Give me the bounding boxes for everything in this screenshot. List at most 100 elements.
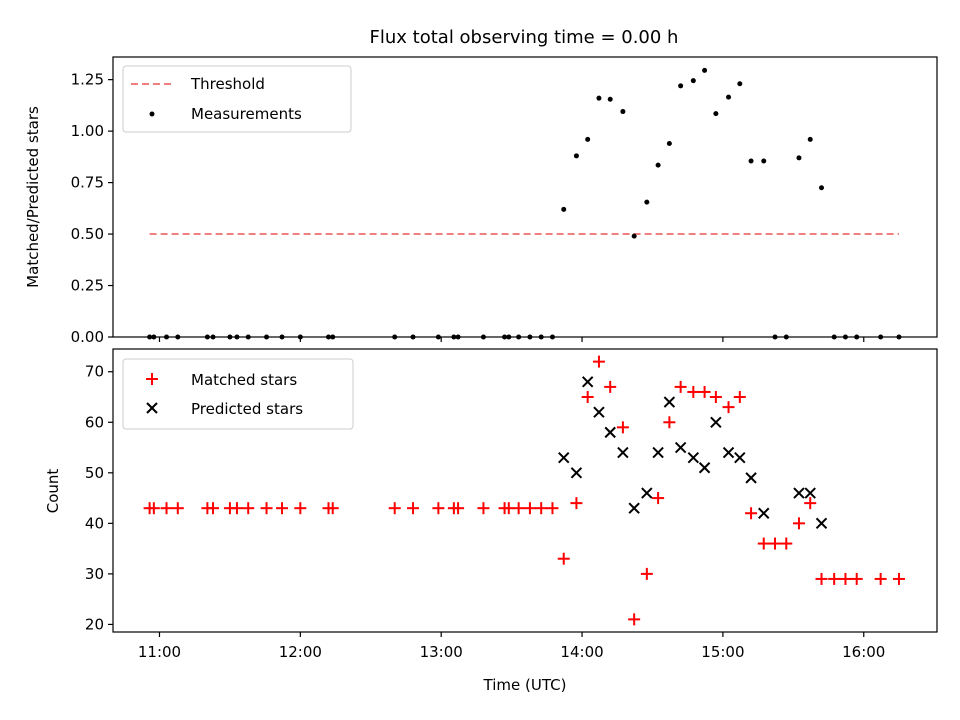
- top-legend: Threshold Measurements: [122, 65, 352, 133]
- predicted-point: [628, 502, 640, 514]
- measurement-point: [818, 185, 824, 191]
- measurement-point: [666, 140, 672, 146]
- matched-point: [828, 572, 841, 585]
- measurement-point: [796, 155, 802, 161]
- bottom-y-axis-label: Count: [44, 469, 62, 514]
- measurement-point: [596, 95, 602, 101]
- predicted-point: [734, 451, 746, 464]
- matched-point: [757, 537, 770, 550]
- y-tick-label: 20: [85, 615, 104, 633]
- bottom-x-ticks: 11:00 12:00 13:00 14:00 15:00 16:00: [138, 632, 885, 661]
- matched-point: [792, 517, 805, 530]
- bottom-plot-area: [143, 355, 905, 626]
- y-tick-label: 60: [85, 413, 104, 431]
- matched-point: [674, 380, 687, 393]
- matched-point: [616, 421, 629, 434]
- matched-point: [388, 502, 401, 515]
- x-tick-label: 13:00: [420, 643, 463, 661]
- x-axis-label: Time (UTC): [483, 676, 567, 694]
- x-tick-label: 14:00: [560, 643, 603, 661]
- bottom-legend-box: [122, 358, 354, 430]
- matched-point: [780, 537, 793, 550]
- top-y-ticks: 0.00 0.25 0.50 0.75 1.00 1.25: [71, 71, 113, 346]
- matched-point: [207, 502, 220, 515]
- figure-title: Flux total observing time = 0.00 h: [370, 27, 679, 48]
- y-tick-label: 40: [85, 514, 104, 532]
- predicted-point: [593, 406, 605, 418]
- y-tick-label: 50: [85, 464, 104, 482]
- y-tick-label: 1.25: [71, 71, 104, 89]
- top-x-ticks: [158, 337, 865, 342]
- measurement-point: [573, 153, 579, 159]
- predicted-point: [710, 416, 722, 428]
- matched-point: [523, 502, 536, 515]
- predicted-point: [745, 472, 757, 484]
- matched-point: [477, 502, 490, 515]
- measurement-point: [644, 199, 650, 205]
- x-tick-label: 16:00: [842, 643, 885, 661]
- matched-point: [546, 502, 559, 515]
- matched-point: [709, 391, 722, 404]
- measurement-point: [678, 83, 684, 89]
- top-legend-box: [122, 65, 352, 133]
- matched-point: [892, 572, 905, 585]
- matched-point: [804, 497, 817, 510]
- measurement-point: [561, 206, 567, 212]
- matched-point: [874, 572, 887, 585]
- y-tick-label: 1.00: [71, 122, 104, 140]
- x-tick-label: 11:00: [138, 643, 181, 661]
- matched-point: [294, 502, 307, 515]
- measurement-point: [607, 96, 613, 102]
- top-panel: 0.00 0.25 0.50 0.75 1.00 1.25 Matched/Predict…: [24, 56, 938, 346]
- legend-matched-label: Matched stars: [191, 371, 297, 389]
- matched-point: [628, 613, 641, 626]
- matched-point: [850, 572, 863, 585]
- matched-point: [698, 385, 711, 398]
- predicted-point: [604, 426, 616, 439]
- predicted-point: [698, 462, 711, 474]
- matched-point: [640, 567, 653, 580]
- y-tick-label: 0.00: [71, 328, 104, 346]
- y-tick-label: 30: [85, 565, 104, 583]
- matched-point: [230, 502, 243, 515]
- matched-point: [745, 507, 758, 520]
- matched-point: [663, 416, 676, 429]
- measurement-point: [631, 233, 637, 239]
- matched-point: [452, 502, 465, 515]
- matched-point: [276, 502, 289, 515]
- predicted-point: [641, 487, 653, 499]
- matched-point: [570, 497, 583, 510]
- predicted-point: [652, 446, 664, 459]
- predicted-point: [558, 451, 570, 464]
- legend-measurements-label: Measurements: [191, 105, 302, 123]
- measurement-point: [807, 136, 813, 142]
- legend-matched-swatch: [146, 373, 158, 385]
- matched-point: [160, 502, 173, 515]
- measurement-point: [713, 111, 719, 117]
- matched-point: [604, 380, 617, 393]
- measurement-point: [737, 81, 743, 87]
- matched-point: [557, 552, 570, 565]
- predicted-point: [793, 487, 805, 499]
- predicted-point: [663, 396, 676, 408]
- top-y-axis-label: Matched/Predicted stars: [24, 106, 42, 288]
- predicted-point: [581, 376, 594, 388]
- predicted-point: [570, 467, 583, 479]
- x-tick-label: 12:00: [279, 643, 322, 661]
- matched-point: [581, 391, 594, 404]
- legend-threshold-label: Threshold: [190, 75, 265, 93]
- x-tick-label: 15:00: [701, 643, 744, 661]
- matched-point: [512, 502, 525, 515]
- matched-point: [260, 502, 273, 515]
- y-tick-label: 70: [85, 363, 104, 381]
- matched-point: [722, 401, 735, 414]
- matched-point: [147, 502, 160, 515]
- matched-point: [535, 502, 548, 515]
- matched-point: [839, 572, 852, 585]
- predicted-point: [758, 507, 770, 519]
- measurement-point: [620, 109, 626, 115]
- matched-point: [592, 355, 605, 368]
- bottom-axes-frame: [112, 348, 938, 633]
- measurement-point: [655, 162, 661, 168]
